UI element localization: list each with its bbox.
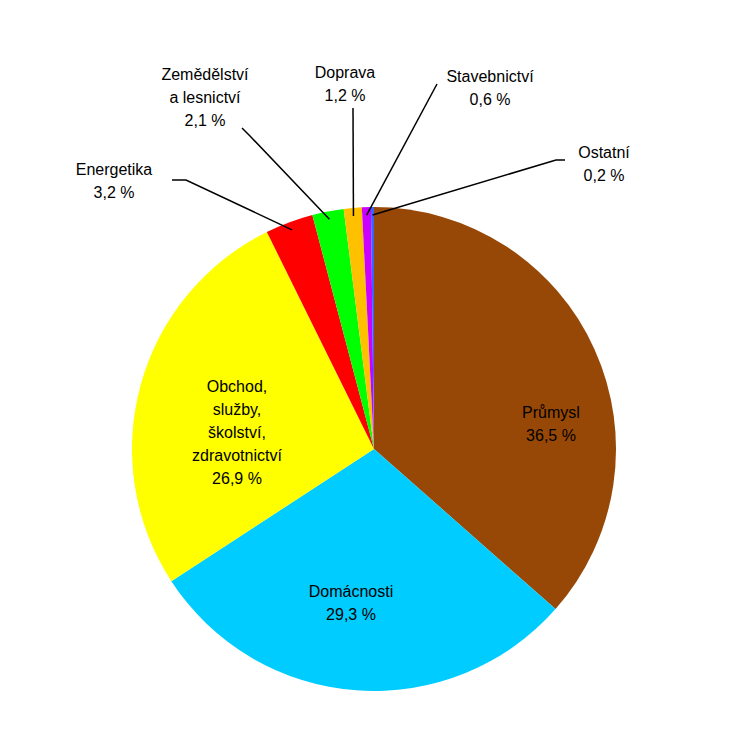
value-label: 29,3 % xyxy=(326,606,376,623)
value-label: 2,1 % xyxy=(185,112,226,129)
category-label: Stavebnictví xyxy=(446,68,534,85)
chart-container: Průmysl 36,5 % Domácnosti 29,3 % Obchod,služ… xyxy=(0,0,741,729)
slice-label: Domácnosti 29,3 % xyxy=(309,583,393,623)
pie-slice xyxy=(171,449,555,691)
category-label: Energetika xyxy=(76,161,153,178)
value-label: 3,2 % xyxy=(94,184,135,201)
value-label: 36,5 % xyxy=(526,427,576,444)
slice-label: Obchod,služby,školství,zdravotnictví 26,9… xyxy=(192,378,282,487)
value-label: 26,9 % xyxy=(212,470,262,487)
category-label: Průmysl xyxy=(522,404,580,421)
value-label: 0,6 % xyxy=(470,91,511,108)
slice-label: Stavebnictví 0,6 % xyxy=(446,68,534,108)
slice-label: Energetika 3,2 % xyxy=(76,161,153,201)
slice-label: Doprava 1,2 % xyxy=(315,64,376,104)
leader-line xyxy=(352,108,354,216)
slice-label: Zemědělstvía lesnictví 2,1 % xyxy=(161,66,249,129)
labels: Průmysl 36,5 % Domácnosti 29,3 % Obchod,služ… xyxy=(76,64,631,623)
slices xyxy=(132,207,616,691)
value-label: 1,2 % xyxy=(325,87,366,104)
category-label: Ostatní xyxy=(578,144,630,161)
pie-slice xyxy=(371,207,374,449)
category-label: Obchod,služby,školství,zdravotnictví xyxy=(192,378,282,464)
value-label: 0,2 % xyxy=(584,167,625,184)
leader-line xyxy=(367,84,437,215)
category-label: Zemědělstvía lesnictví xyxy=(161,66,249,106)
pie-slice xyxy=(344,207,374,449)
slice-label: Ostatní 0,2 % xyxy=(578,144,630,184)
category-label: Domácnosti xyxy=(309,583,393,600)
leader-line xyxy=(242,128,329,219)
pie-slice xyxy=(362,207,374,449)
pie-chart: Průmysl 36,5 % Domácnosti 29,3 % Obchod,služ… xyxy=(0,0,741,729)
leader-line xyxy=(373,160,565,215)
leader-line xyxy=(172,180,292,230)
category-label: Doprava xyxy=(315,64,376,81)
slice-label: Průmysl 36,5 % xyxy=(522,404,580,444)
